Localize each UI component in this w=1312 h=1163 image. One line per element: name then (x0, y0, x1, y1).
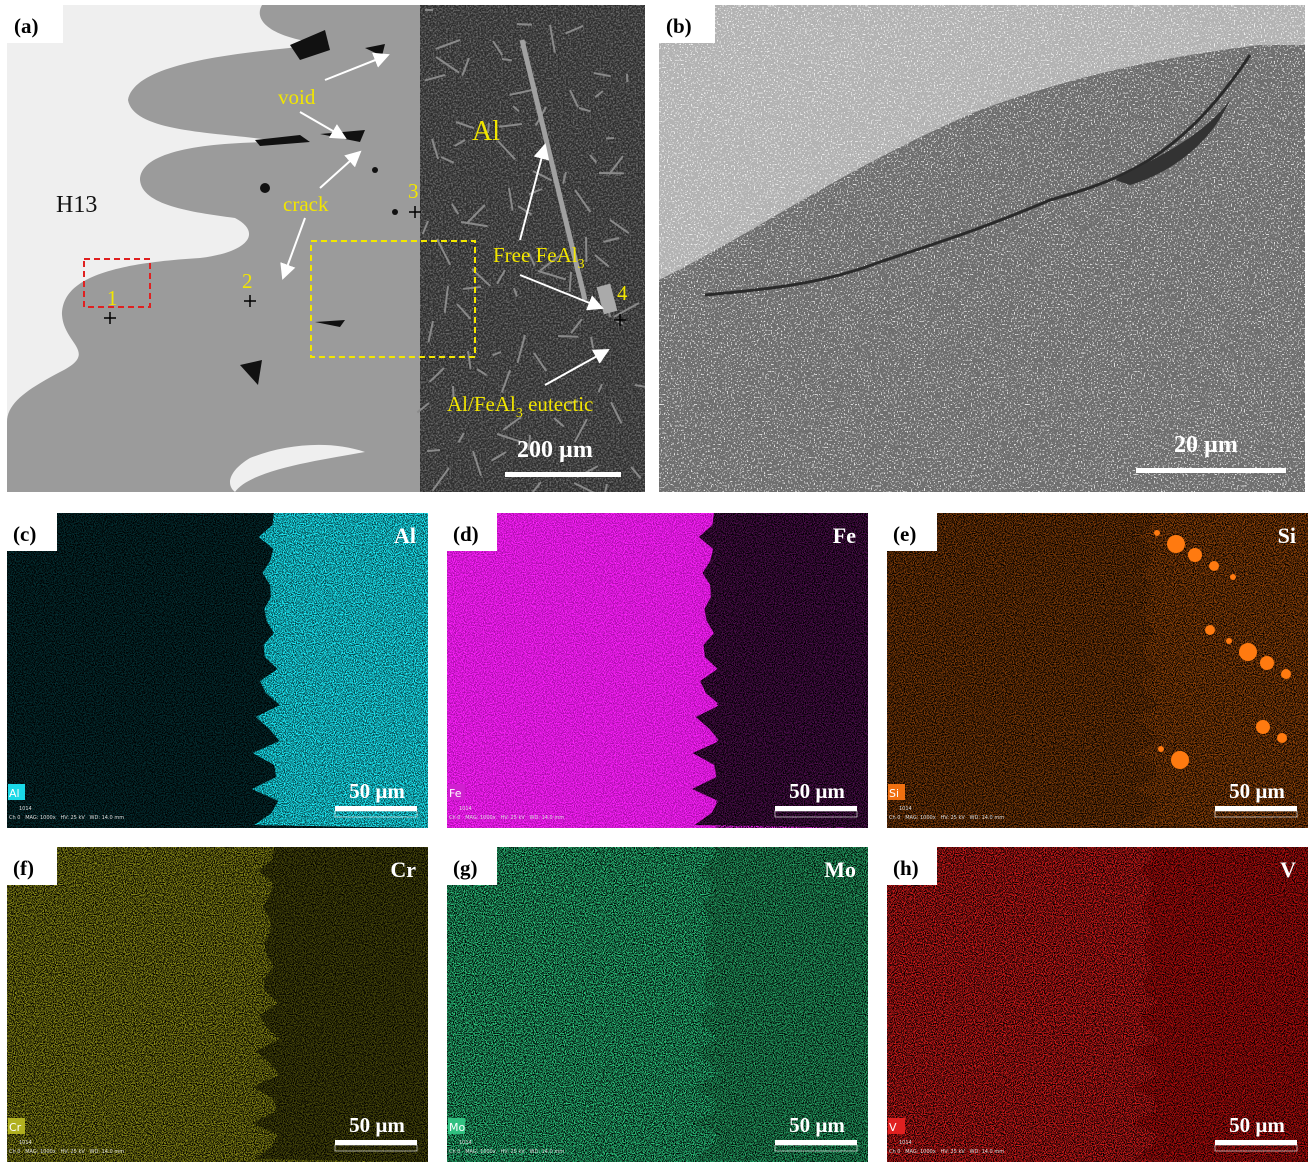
info-text: 1014 (459, 806, 472, 812)
element-map: (c) Al 50 µm Al 1014 Ch 0 MAG: 1000x HV: 25 k… (7, 513, 428, 828)
info-text: 1014 (19, 806, 32, 812)
element-maps: (c) Al 50 µm Al 1014 Ch 0 MAG: 1000x HV: 25 k… (7, 513, 1308, 1162)
scale-bar-label: 50 µm (1229, 779, 1285, 803)
point-label: 4 (617, 281, 628, 305)
scale-bar (775, 1140, 857, 1145)
figure: H13 Al void crack Free FeAl3 Al/FeAl3 eu… (0, 0, 1312, 1163)
scale-bar-label: 50 µm (349, 779, 405, 803)
scale-bar-label: 50 µm (1229, 1113, 1285, 1137)
channel-label: Si (889, 787, 899, 800)
needle (606, 138, 614, 139)
element-map: (f) Cr 50 µm Cr 1014 Ch 0 MAG: 1000x HV: 25 k… (7, 847, 428, 1162)
panel-label: (b) (666, 14, 692, 38)
si-particle (1171, 751, 1189, 769)
label-void: void (278, 85, 316, 109)
scale-bar (1136, 468, 1286, 473)
si-particle (1281, 669, 1291, 679)
particles (659, 5, 1305, 492)
channel-label: Cr (9, 1121, 22, 1134)
channel-label: Mo (449, 1121, 465, 1134)
panel-label: (c) (13, 522, 36, 546)
element-map: (g) Mo 50 µm Mo 1014 Ch 0 MAG: 1000x HV: 25 k… (447, 847, 868, 1162)
si-particle (1239, 643, 1257, 661)
needle (502, 59, 512, 60)
label-crack: crack (283, 192, 329, 216)
channel-label: V (889, 1121, 897, 1134)
scale-bar-label: 50 µm (789, 779, 845, 803)
element-label: Si (1278, 523, 1296, 548)
si-particle (1167, 535, 1185, 553)
si-particle (1256, 720, 1270, 734)
scale-bar-label: 200 µm (517, 437, 593, 463)
point-label: 2 (242, 269, 253, 293)
si-particle (1209, 561, 1219, 571)
panel-label: (e) (893, 522, 916, 546)
si-particle (1277, 733, 1287, 743)
needle (558, 336, 578, 337)
label-h13: H13 (56, 192, 97, 218)
info-text: Ch 0 MAG: 1000x HV: 25 kV WD: 14.0 mm (449, 1149, 564, 1155)
element-label: Cr (390, 857, 416, 882)
info-text: 1014 (19, 1140, 32, 1146)
info-text: Ch 0 MAG: 1000x HV: 25 kV WD: 14.0 mm (889, 1149, 1004, 1155)
scale-bar (1215, 806, 1297, 811)
scale-bar (1215, 1140, 1297, 1145)
point-label: 3 (408, 179, 419, 203)
channel-label: Fe (449, 787, 462, 800)
si-particle (1230, 574, 1236, 580)
scale-bar-label: 50 µm (789, 1113, 845, 1137)
needle (427, 450, 440, 451)
si-particle (1158, 746, 1164, 752)
label-al: Al (472, 116, 500, 147)
element-label: Al (394, 523, 416, 548)
info-text: Ch 0 MAG: 1000x HV: 25 kV WD: 14.0 mm (449, 815, 564, 821)
element-label: Mo (824, 857, 856, 882)
si-particle (1188, 548, 1202, 562)
scale-bar (335, 806, 417, 811)
point-label: 1 (107, 286, 118, 310)
scale-bar (505, 472, 621, 477)
info-text: 1014 (899, 806, 912, 812)
panel-label: (g) (453, 856, 478, 880)
si-particle (1205, 625, 1215, 635)
element-map: (d) Fe 50 µm Fe 1014 Ch 0 MAG: 1000x HV: 25 k… (447, 513, 868, 828)
panel-label: (f) (13, 856, 34, 880)
info-text: 1014 (459, 1140, 472, 1146)
panel-a: H13 Al void crack Free FeAl3 Al/FeAl3 eu… (7, 5, 657, 501)
scale-bar-label: 50 µm (349, 1113, 405, 1137)
si-particle (1226, 638, 1232, 644)
si-particle (1260, 656, 1274, 670)
needle (570, 272, 571, 292)
element-label: V (1280, 857, 1296, 882)
info-text: Ch 0 MAG: 1000x HV: 25 kV WD: 14.0 mm (889, 815, 1004, 821)
scale-bar (775, 806, 857, 811)
panel-label: (d) (453, 522, 479, 546)
needle (517, 24, 532, 25)
info-text: 1014 (899, 1140, 912, 1146)
panel-label: (a) (14, 14, 39, 38)
channel-label: Al (9, 787, 20, 800)
panel-b: 20 µm (b) (659, 5, 1305, 492)
panel-label: (h) (893, 856, 919, 880)
info-text: Ch 0 MAG: 1000x HV: 25 kV WD: 14.0 mm (9, 815, 124, 821)
info-text: Ch 0 MAG: 1000x HV: 25 kV WD: 14.0 mm (9, 1149, 124, 1155)
scale-bar (335, 1140, 417, 1145)
scale-bar-label: 20 µm (1174, 432, 1238, 458)
si-particle (1154, 530, 1160, 536)
element-label: Fe (833, 523, 856, 548)
